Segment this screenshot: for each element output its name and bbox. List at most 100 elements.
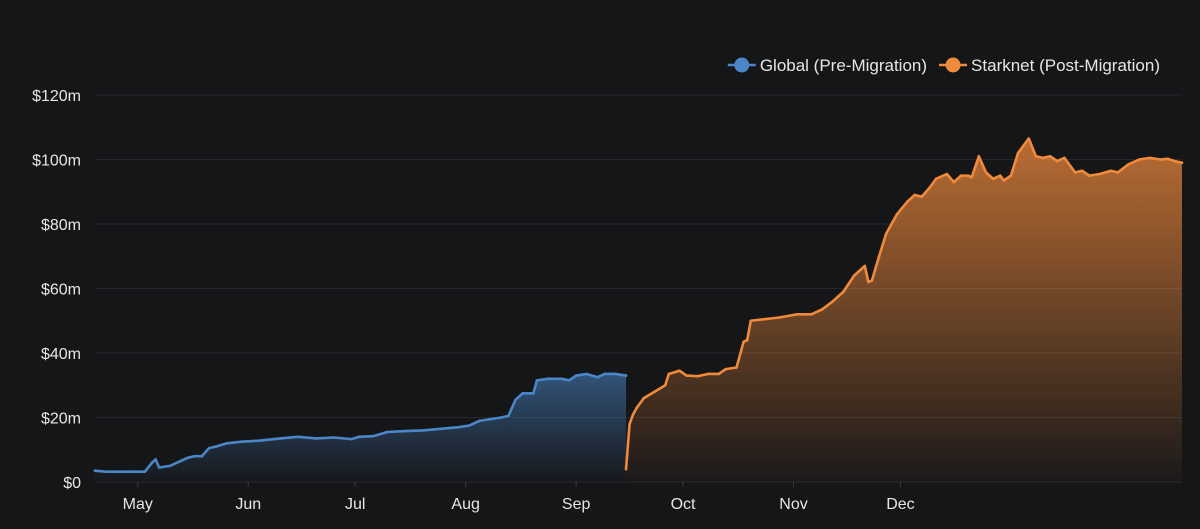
data-point xyxy=(207,446,211,450)
legend-label: Starknet (Post-Migration) xyxy=(971,56,1160,75)
data-point xyxy=(489,417,492,421)
data-point xyxy=(385,430,389,434)
data-point xyxy=(706,372,710,376)
data-point xyxy=(104,470,107,473)
data-point xyxy=(186,456,189,460)
data-point xyxy=(966,174,970,177)
data-point xyxy=(906,200,909,203)
data-point xyxy=(371,434,375,438)
data-point xyxy=(567,379,571,382)
data-point xyxy=(795,313,799,316)
data-point xyxy=(934,177,938,181)
y-tick-label: $40m xyxy=(41,346,81,363)
y-tick-label: $0 xyxy=(63,475,81,492)
data-point xyxy=(1055,159,1059,163)
data-point xyxy=(93,469,97,473)
data-point xyxy=(742,340,745,344)
data-point xyxy=(439,427,443,431)
data-point xyxy=(332,436,336,439)
y-tick-label: $100m xyxy=(32,153,81,170)
data-point xyxy=(314,437,318,440)
data-point xyxy=(667,372,671,376)
x-tick-label: Nov xyxy=(779,496,807,513)
data-point xyxy=(118,470,122,473)
data-point xyxy=(179,459,182,463)
data-point xyxy=(132,470,136,473)
legend-swatch-dot xyxy=(734,57,750,73)
y-tick-label: $80m xyxy=(41,217,81,234)
data-point xyxy=(1041,156,1045,160)
data-point xyxy=(663,383,667,387)
data-point xyxy=(507,414,510,418)
data-point xyxy=(1137,158,1141,161)
data-point xyxy=(596,375,599,379)
data-point xyxy=(959,174,963,177)
x-tick-label: Oct xyxy=(671,496,696,513)
series-area-0 xyxy=(95,373,627,482)
y-tick-label: $20m xyxy=(41,411,81,428)
y-tick-label: $120m xyxy=(32,88,81,105)
data-point xyxy=(478,419,482,423)
data-point xyxy=(696,374,699,378)
data-point xyxy=(1002,179,1006,182)
x-tick-label: Aug xyxy=(451,496,479,513)
data-point xyxy=(514,398,517,402)
legend-label: Global (Pre-Migration) xyxy=(760,56,927,75)
data-point xyxy=(631,412,635,416)
data-point xyxy=(749,319,753,323)
data-point xyxy=(952,180,956,184)
x-tick-label: Dec xyxy=(886,496,914,513)
data-point xyxy=(1180,161,1184,165)
x-tick-label: Jul xyxy=(345,496,365,513)
data-point xyxy=(991,177,995,181)
data-point xyxy=(863,264,867,268)
data-point xyxy=(532,392,535,395)
data-point xyxy=(560,377,564,381)
data-point xyxy=(810,313,813,316)
data-point xyxy=(157,466,161,469)
data-point xyxy=(1173,159,1177,163)
data-point xyxy=(745,338,749,342)
data-point xyxy=(870,279,874,282)
data-point xyxy=(763,317,767,321)
data-point xyxy=(585,372,589,376)
data-point xyxy=(913,193,917,197)
data-point xyxy=(350,437,353,441)
data-point xyxy=(831,300,835,303)
data-point xyxy=(1016,151,1020,155)
data-point xyxy=(521,392,524,395)
data-point xyxy=(678,369,681,373)
data-point xyxy=(1080,169,1084,173)
data-point xyxy=(624,374,628,377)
data-point xyxy=(920,195,924,198)
data-point xyxy=(603,372,606,376)
data-point xyxy=(193,454,197,458)
data-point xyxy=(717,372,720,376)
data-point xyxy=(977,154,981,158)
data-point xyxy=(685,374,688,377)
data-point xyxy=(984,171,988,174)
x-axis: May Jun Jul Aug Sep Oct Nov Dec xyxy=(123,482,915,513)
data-point xyxy=(499,416,503,419)
data-point xyxy=(1109,169,1113,173)
data-point xyxy=(1116,171,1120,174)
data-point xyxy=(1166,157,1170,161)
data-point xyxy=(1048,154,1052,158)
data-point xyxy=(1027,137,1031,140)
data-point xyxy=(642,396,646,400)
data-point xyxy=(546,377,549,381)
series-layer xyxy=(93,137,1184,483)
data-point xyxy=(998,174,1002,177)
data-point xyxy=(1088,174,1091,177)
data-point xyxy=(895,213,899,216)
data-point xyxy=(653,390,656,394)
data-point xyxy=(457,425,460,429)
data-point xyxy=(296,435,300,439)
data-point xyxy=(1159,158,1162,161)
data-point xyxy=(200,454,204,458)
data-point xyxy=(1073,171,1077,174)
series-line-0 xyxy=(93,372,628,473)
x-tick-label: Sep xyxy=(562,496,591,513)
data-point xyxy=(168,464,172,468)
grid xyxy=(95,94,1182,483)
